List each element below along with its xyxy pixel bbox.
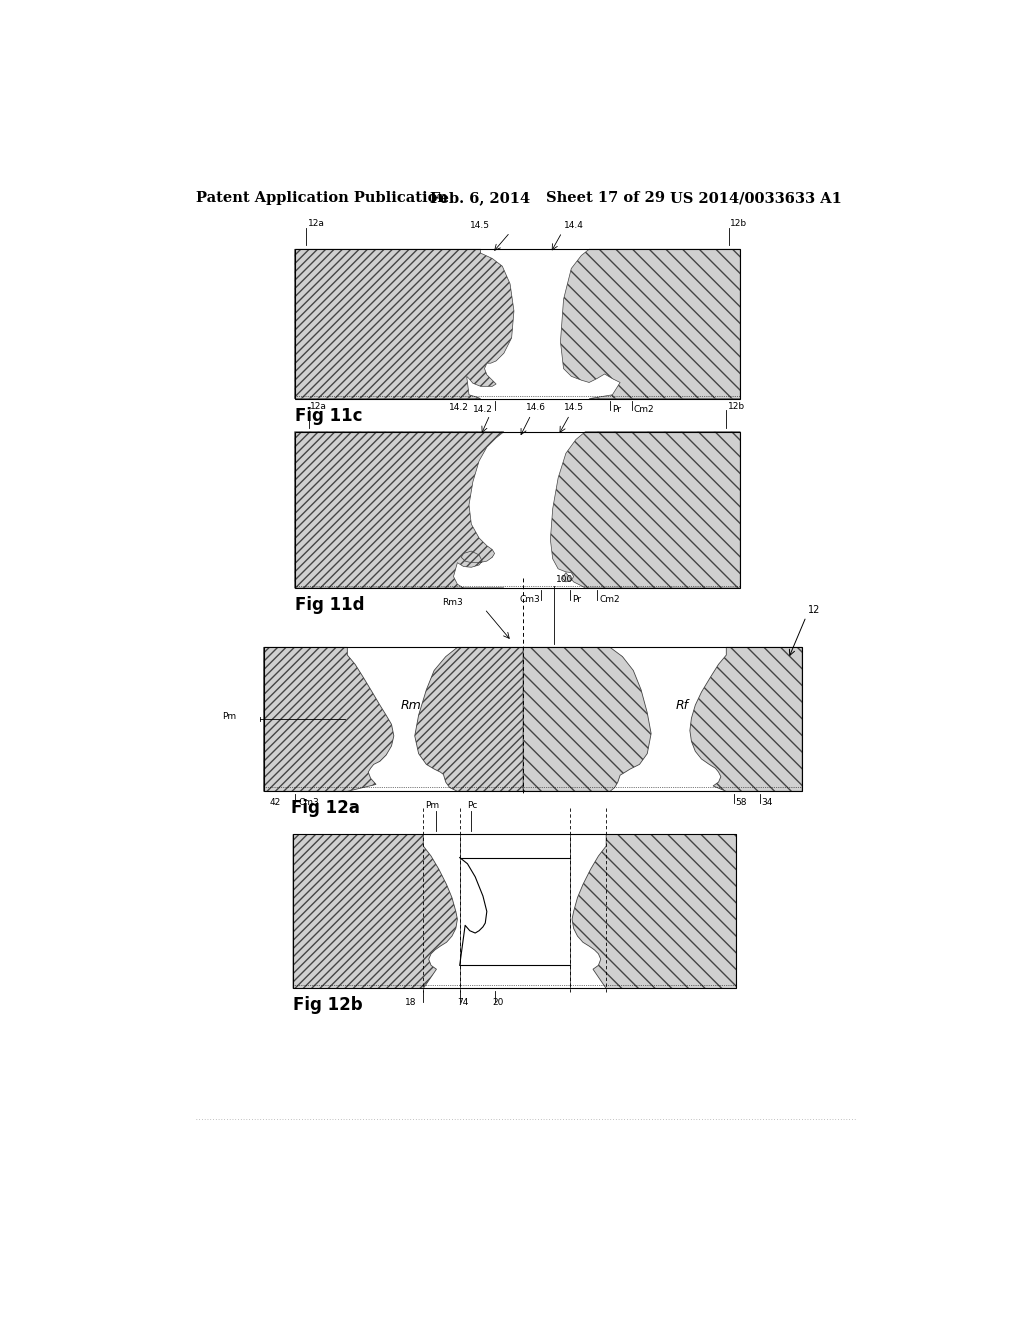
Text: Rm3: Rm3 — [442, 598, 463, 607]
Text: 12a: 12a — [308, 219, 325, 228]
Polygon shape — [690, 647, 802, 792]
Text: 14.5: 14.5 — [564, 403, 585, 412]
Text: 58: 58 — [735, 799, 748, 808]
Text: 12: 12 — [809, 606, 821, 615]
Text: Pm: Pm — [425, 801, 439, 810]
Text: 14.4: 14.4 — [563, 220, 584, 230]
Polygon shape — [550, 432, 740, 589]
Polygon shape — [460, 834, 569, 989]
Text: Cm2: Cm2 — [599, 595, 620, 605]
Polygon shape — [295, 432, 504, 589]
Polygon shape — [560, 249, 740, 399]
Polygon shape — [295, 249, 514, 399]
Text: Fig 11d: Fig 11d — [295, 597, 365, 614]
Text: Cm3: Cm3 — [299, 799, 319, 808]
Polygon shape — [523, 647, 651, 792]
Text: 100: 100 — [556, 576, 573, 583]
Text: Rm: Rm — [400, 700, 421, 711]
Bar — [295, 432, 740, 589]
Bar — [293, 834, 736, 989]
Polygon shape — [572, 834, 736, 989]
Text: Pc: Pc — [467, 801, 478, 810]
Polygon shape — [515, 834, 569, 989]
Text: Sheet 17 of 29: Sheet 17 of 29 — [547, 191, 666, 206]
Text: Fig 11c: Fig 11c — [295, 407, 362, 425]
Text: 14.2: 14.2 — [473, 405, 493, 414]
Text: Feb. 6, 2014: Feb. 6, 2014 — [430, 191, 530, 206]
Text: Pr: Pr — [572, 595, 581, 605]
Text: 34: 34 — [761, 799, 772, 808]
Text: 12a: 12a — [310, 401, 327, 411]
Polygon shape — [293, 834, 458, 989]
Polygon shape — [460, 834, 515, 989]
Text: Cm3: Cm3 — [519, 595, 540, 605]
Text: 14.6: 14.6 — [525, 403, 546, 412]
Text: 20: 20 — [493, 998, 504, 1007]
Text: 18: 18 — [406, 998, 417, 1007]
Polygon shape — [263, 647, 394, 792]
Text: 42: 42 — [270, 799, 281, 808]
Text: Rf: Rf — [676, 700, 688, 711]
Text: Pm: Pm — [222, 711, 237, 721]
Text: Fig 12b: Fig 12b — [293, 997, 362, 1014]
Text: Pr: Pr — [612, 405, 622, 414]
Polygon shape — [415, 647, 523, 792]
Text: 14.5: 14.5 — [470, 220, 489, 230]
Text: 12b: 12b — [728, 401, 745, 411]
Text: 12b: 12b — [730, 219, 748, 228]
Text: Patent Application Publication: Patent Application Publication — [197, 191, 449, 206]
Text: Fig 12a: Fig 12a — [291, 800, 359, 817]
Bar — [263, 647, 802, 792]
Text: 74: 74 — [458, 998, 469, 1007]
Text: 14.2: 14.2 — [450, 403, 469, 412]
Text: Cm2: Cm2 — [633, 405, 654, 414]
Bar — [295, 249, 740, 399]
Text: US 2014/0033633 A1: US 2014/0033633 A1 — [671, 191, 843, 206]
